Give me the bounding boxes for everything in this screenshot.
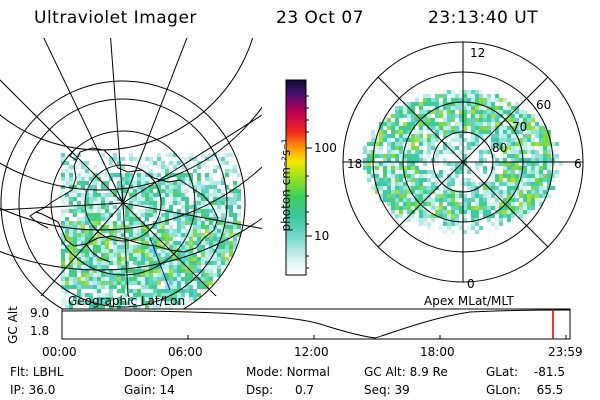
colorbar-tick-100: 100	[314, 141, 337, 155]
info-dsp: Dsp: 0.7	[246, 383, 315, 397]
xtick-1200: 12:00	[294, 345, 329, 359]
info-gc-alt: GC Alt: 8.9 Re	[364, 365, 448, 379]
lat-label-70: 70	[512, 120, 528, 134]
info-flt: Flt: LBHL	[10, 365, 64, 379]
colorbar-tick-10: 10	[314, 229, 330, 243]
magnetic-caption: Apex MLat/MLT	[424, 294, 514, 308]
color-bar	[285, 79, 312, 276]
mlt-label-6: 6	[574, 157, 582, 171]
info-ip: IP: 36.0	[10, 383, 56, 397]
mlt-label-0: 0	[467, 277, 475, 291]
time-label: 23:13:40 UT	[428, 8, 539, 28]
info-gain: Gain: 14	[124, 383, 175, 397]
xtick-1800: 18:00	[420, 345, 455, 359]
info-door: Door: Open	[124, 365, 193, 379]
app-title: Ultraviolet Imager	[34, 8, 197, 28]
altitude-ytick-1.8: 1.8	[30, 324, 50, 338]
info-glat: GLat: -81.5	[486, 365, 565, 379]
altitude-plot	[61, 308, 571, 340]
mlt-label-12: 12	[470, 46, 486, 60]
info-glon: GLon: 65.5	[486, 383, 564, 397]
geographic-caption: Geographic Lat/Lon	[68, 294, 186, 308]
altitude-ytick-9: 9.0	[30, 306, 50, 320]
altitude-ylabel: GC Alt	[5, 306, 20, 344]
date-label: 23 Oct 07	[276, 8, 364, 28]
aurora-emission-right	[363, 90, 563, 234]
geographic-map	[0, 38, 262, 326]
xtick-0000: 00:00	[42, 345, 77, 359]
xtick-0600: 06:00	[168, 345, 203, 359]
mlt-label-18: 18	[347, 157, 363, 171]
magnetic-map	[342, 41, 584, 283]
lat-label-60: 60	[536, 98, 552, 112]
altitude-curve	[61, 309, 571, 339]
colorbar-label: photon cm⁻²s⁻¹	[279, 138, 293, 232]
satellite-track	[149, 237, 171, 291]
info-mode: Mode: Normal	[246, 365, 330, 379]
lat-label-80: 80	[492, 141, 508, 155]
xtick-2359: 23:59	[548, 345, 583, 359]
info-seq: Seq: 39	[364, 383, 410, 397]
